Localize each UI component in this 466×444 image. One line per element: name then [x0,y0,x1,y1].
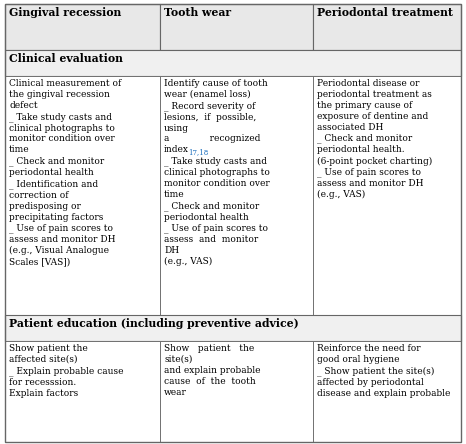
Bar [313,76,461,315]
Text: Tooth wear: Tooth wear [164,7,231,18]
Text: Periodontal disease or
periodontal treatment as
the primary cause of
exposure of: Periodontal disease or periodontal treat… [317,79,432,199]
Bar [5,341,160,442]
Bar [160,341,313,442]
Bar [313,4,461,50]
Bar [5,76,160,315]
Text: Clinical evaluation: Clinical evaluation [9,53,123,64]
Bar [5,4,160,50]
Text: Identify cause of tooth
wear (enamel loss)
_ Record severity of
lesions,  if  po: Identify cause of tooth wear (enamel los… [164,79,270,266]
Bar [313,341,461,442]
Text: Reinforce the need for
good oral hygiene
_ Show patient the site(s)
affected by : Reinforce the need for good oral hygiene… [317,344,450,398]
Text: 17,18: 17,18 [189,148,209,156]
Bar [160,76,313,315]
Text: Periodontal treatment: Periodontal treatment [317,7,453,18]
Bar [5,315,461,341]
Text: Patient education (including preventive advice): Patient education (including preventive … [9,318,299,329]
Text: Gingival recession: Gingival recession [9,7,121,18]
Bar [160,4,313,50]
Text: Show patient the
affected site(s)
_ Explain probable cause
for recesssion.
Expla: Show patient the affected site(s) _ Expl… [9,344,123,397]
Text: Show   patient   the
site(s)
and explain probable
cause  of  the  tooth
wear: Show patient the site(s) and explain pro… [164,344,260,397]
Bar [5,50,461,76]
Text: Clinical measurement of
the gingival recession
defect
_ Take study casts and
cli: Clinical measurement of the gingival rec… [9,79,121,266]
